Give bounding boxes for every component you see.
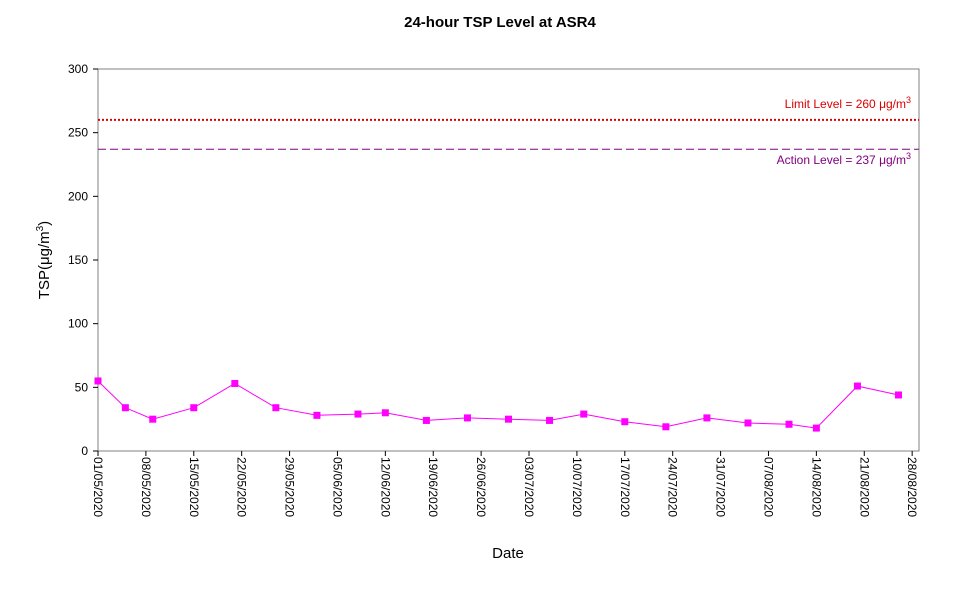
y-tick-label: 300: [68, 62, 88, 76]
data-point-marker: [785, 420, 793, 428]
data-point-marker: [121, 404, 129, 412]
data-point-marker: [231, 380, 239, 388]
action-level-label: Action Level = 237 μg/m3: [777, 151, 911, 167]
data-point-marker: [190, 404, 198, 412]
x-tick-label: 22/05/2020: [235, 457, 249, 517]
limit-level-label: Limit Level = 260 μg/m3: [785, 95, 911, 111]
x-tick-label: 14/08/2020: [809, 457, 823, 517]
data-point-marker: [812, 424, 820, 432]
x-tick-label: 29/05/2020: [283, 457, 297, 517]
y-axis-label-close: ): [36, 221, 53, 226]
level-label-unit: μg/m: [879, 97, 906, 111]
y-tick-label: 50: [75, 380, 89, 394]
series-line: [97, 380, 899, 429]
x-tick-label: 21/08/2020: [857, 457, 871, 517]
data-point-marker: [313, 411, 321, 419]
data-point-marker: [662, 423, 670, 431]
data-point-marker: [580, 410, 588, 418]
chart-title: 24-hour TSP Level at ASR4: [404, 14, 596, 31]
y-tick-label: 250: [68, 126, 88, 140]
y-tick-label: 0: [81, 444, 88, 458]
y-axis: 0 50 100 150 200 250 300: [68, 62, 98, 458]
data-point-marker: [422, 416, 430, 424]
x-tick-label: 12/06/2020: [378, 457, 392, 517]
x-tick-label: 08/05/2020: [139, 457, 153, 517]
y-axis-label: TSP(μg/m3): [35, 221, 53, 299]
data-point-marker: [381, 409, 389, 417]
level-label-sup: 3: [906, 95, 911, 105]
x-tick-label: 15/05/2020: [187, 457, 201, 517]
series-group: [94, 377, 902, 432]
data-point-marker: [546, 416, 554, 424]
x-tick-label: 24/07/2020: [666, 457, 680, 517]
level-label-text: Limit Level = 260: [785, 97, 879, 111]
x-axis-label: Date: [492, 545, 524, 562]
x-axis: 01/05/2020 08/05/2020 15/05/2020 22/05/2020…: [91, 451, 919, 517]
level-label-text: Action Level = 237: [777, 153, 879, 167]
y-tick-label: 150: [68, 253, 88, 267]
data-point-marker: [894, 391, 902, 399]
y-tick-label: 200: [68, 189, 88, 203]
x-tick-label: 17/07/2020: [618, 457, 632, 517]
x-tick-label: 07/08/2020: [761, 457, 775, 517]
x-tick-label: 01/05/2020: [91, 457, 105, 517]
x-tick-label: 19/06/2020: [426, 457, 440, 517]
data-point-marker: [703, 414, 711, 422]
y-tick-label: 100: [68, 317, 88, 331]
level-label-sup: 3: [906, 151, 911, 161]
x-tick-label: 31/07/2020: [714, 457, 728, 517]
data-point-marker: [744, 419, 752, 427]
y-axis-label-base: TSP(: [36, 265, 53, 299]
data-point-marker: [354, 410, 362, 418]
data-point-marker: [621, 418, 629, 426]
data-point-marker: [853, 382, 861, 390]
y-axis-label-sup: 3: [35, 225, 46, 231]
x-tick-label: 05/06/2020: [330, 457, 344, 517]
data-point-marker: [505, 415, 512, 423]
data-point-marker: [272, 404, 280, 412]
x-tick-label: 28/08/2020: [905, 457, 919, 517]
data-point-marker: [149, 415, 157, 423]
data-point-marker: [463, 414, 471, 422]
level-label-unit: μg/m: [879, 153, 906, 167]
x-tick-label: 26/06/2020: [474, 457, 488, 517]
y-axis-label-unit: μg/m: [36, 231, 53, 265]
x-tick-label: 10/07/2020: [570, 457, 584, 517]
plot-area: [97, 68, 920, 452]
data-point-marker: [94, 377, 102, 385]
x-tick-label: 03/07/2020: [522, 457, 536, 517]
